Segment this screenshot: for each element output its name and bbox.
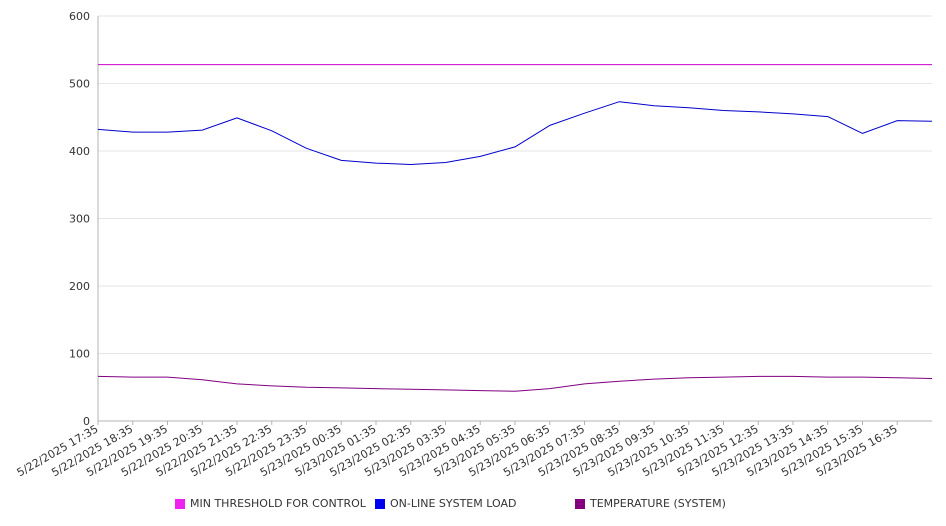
axes [97, 16, 932, 425]
y-tick-label: 500 [69, 78, 90, 91]
y-tick-labels: 0 100 200 300 400 500 600 [69, 10, 90, 428]
x-tick-labels: 5/22/2025 17:355/22/2025 18:355/22/2025 … [15, 422, 900, 479]
series-line-system-load [97, 101, 933, 165]
legend-swatch-temperature [575, 498, 585, 509]
legend-swatch-min-threshold [175, 498, 185, 509]
y-tick-label: 0 [83, 415, 90, 428]
series-lines [97, 64, 933, 392]
legend-item-temperature[interactable]: TEMPERATURE (SYSTEM) [575, 497, 726, 510]
y-tick-label: 300 [69, 213, 90, 226]
legend-label-temperature: TEMPERATURE (SYSTEM) [590, 497, 726, 510]
y-tick-label: 200 [69, 280, 90, 293]
legend-label-system-load: ON-LINE SYSTEM LOAD [390, 497, 517, 510]
series-line-temperature [97, 375, 933, 392]
legend-item-system-load[interactable]: ON-LINE SYSTEM LOAD [375, 497, 516, 510]
y-tick-label: 600 [69, 10, 90, 23]
legend: MIN THRESHOLD FOR CONTROL ON-LINE SYSTEM… [0, 497, 946, 517]
legend-label-min-threshold: MIN THRESHOLD FOR CONTROL [190, 497, 366, 510]
y-tick-label: 100 [69, 348, 90, 361]
legend-swatch-system-load [375, 498, 385, 509]
y-tick-label: 400 [69, 145, 90, 158]
legend-item-min-threshold[interactable]: MIN THRESHOLD FOR CONTROL [175, 497, 366, 510]
gridlines [98, 15, 932, 422]
